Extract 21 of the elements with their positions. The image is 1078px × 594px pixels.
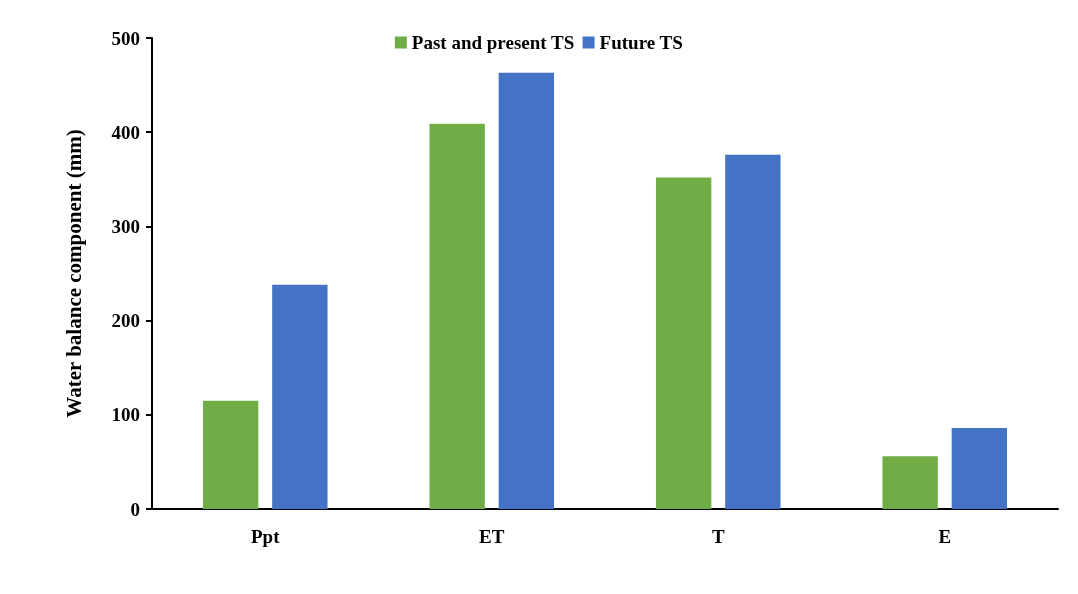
legend-label: Past and present TS [411,32,575,53]
bar [272,284,328,509]
x-tick-label: ET [479,526,505,547]
bar [725,154,781,509]
legend-label: Future TS [599,32,683,53]
bar [951,427,1008,509]
x-tick-label: Ppt [251,526,281,547]
bar [655,177,712,509]
y-tick-label: 400 [111,121,140,143]
y-tick-label: 200 [111,310,140,332]
x-tick-label: E [938,526,952,547]
x-tick-label: T [711,526,725,547]
y-tick-label: 0 [130,498,140,520]
bar [429,123,485,509]
y-tick-label: 100 [111,404,140,426]
y-tick-label: 300 [111,215,140,237]
y-axis-title: Water balance component (mm) [61,129,86,418]
y-tick-label: 500 [111,27,140,49]
bar [202,400,259,509]
bar [882,456,938,509]
bar [498,72,555,509]
